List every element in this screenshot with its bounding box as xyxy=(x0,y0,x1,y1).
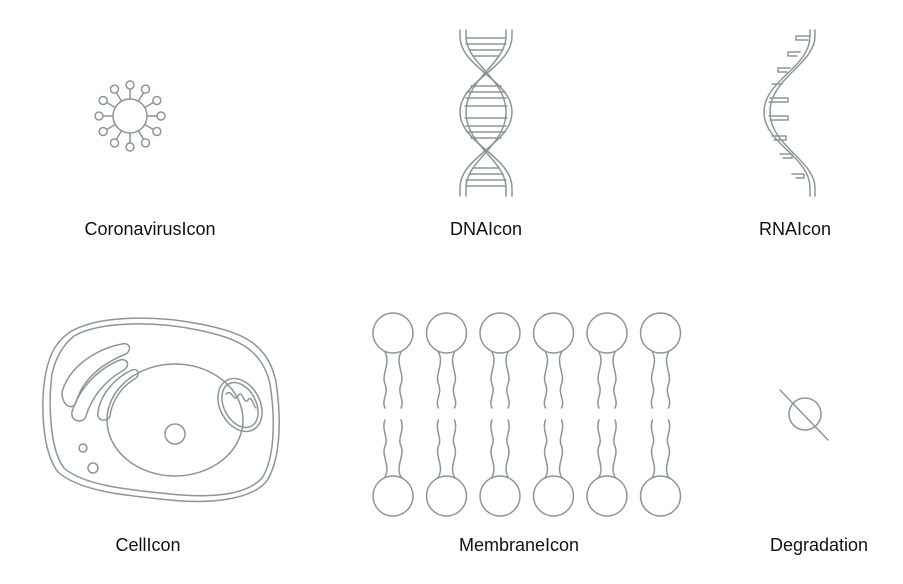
membrane-icon-label: MembraneIcon xyxy=(458,535,580,555)
rna-icon-label: RNAIcon xyxy=(758,219,832,239)
dna-icon xyxy=(455,28,517,198)
membrane-icon xyxy=(372,312,684,518)
coronavirus-icon-label: CoronavirusIcon xyxy=(84,219,216,239)
coronavirus-icon xyxy=(80,66,180,166)
dna-icon-label: DNAIcon xyxy=(449,219,523,239)
cell-icon xyxy=(40,312,285,512)
degradation-icon xyxy=(778,388,830,442)
rna-icon xyxy=(760,28,822,198)
cell-icon-label: CellIcon xyxy=(115,535,181,555)
degradation-icon-label: Degradation xyxy=(769,535,869,555)
